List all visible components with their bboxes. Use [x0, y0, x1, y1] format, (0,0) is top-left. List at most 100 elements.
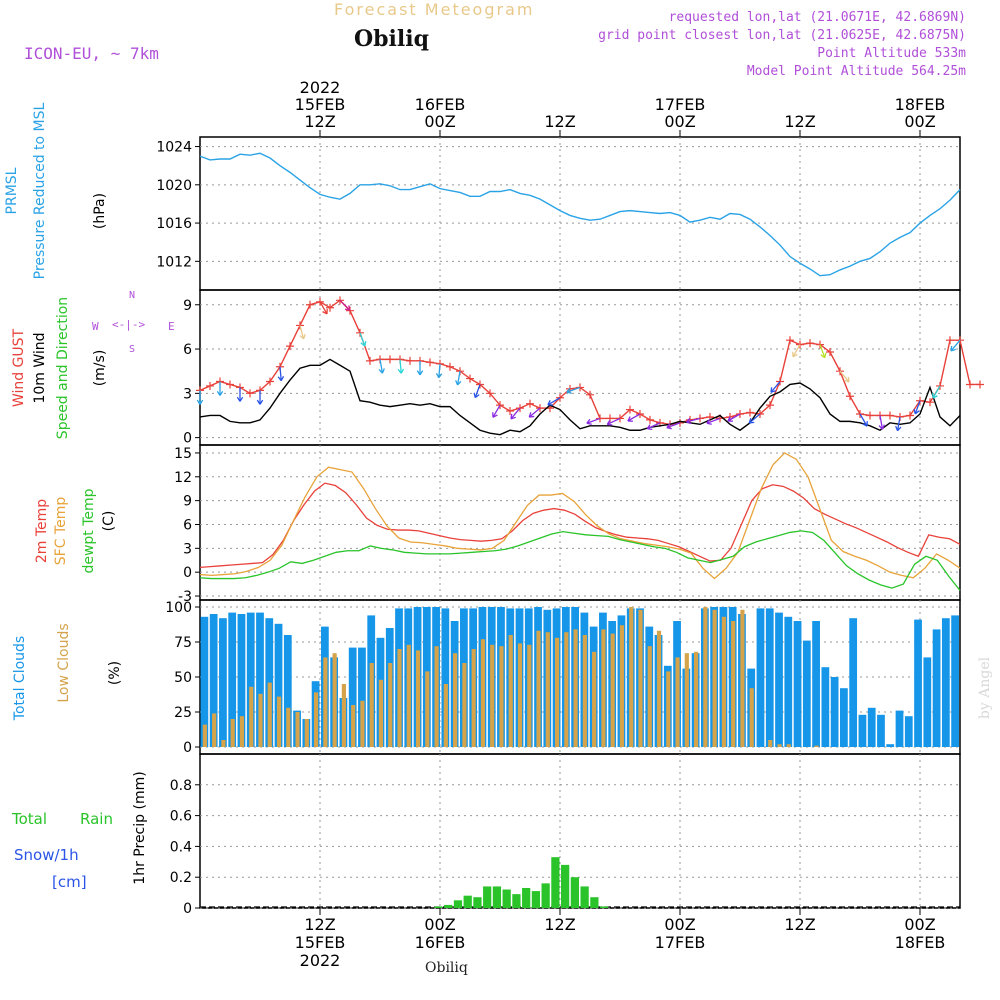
- low-cloud-bar: [536, 630, 541, 747]
- total-cloud-bar: [784, 616, 793, 747]
- gust-marker: [206, 381, 214, 390]
- y-tick-label: 1020: [156, 178, 192, 194]
- y-tick-label: 3: [183, 541, 192, 557]
- gust-marker: [226, 380, 234, 389]
- gust-marker: [626, 405, 634, 414]
- rain-bar: [444, 904, 453, 908]
- precip-label-snow: Snow/1h: [14, 846, 79, 864]
- requested-coords: requested lon,lat (21.0671E, 42.6869N): [668, 10, 966, 25]
- low-cloud-bar: [619, 625, 625, 747]
- low-cloud-bar: [230, 719, 235, 747]
- wind-arrow-head: [397, 368, 405, 374]
- wind-direction-arrow: [319, 301, 328, 315]
- gust-marker: [516, 404, 524, 413]
- wind-direction-arrow: [748, 413, 761, 424]
- compass-arrows-icon: <-|->: [112, 318, 146, 331]
- wind-direction-arrow: [859, 413, 868, 427]
- gust-marker: [816, 340, 824, 349]
- rain-bar: [522, 887, 531, 908]
- total-cloud-bar: [858, 714, 867, 747]
- total-cloud-bar: [274, 623, 283, 747]
- low-cloud-bar: [202, 724, 207, 747]
- low-cloud-bar: [638, 609, 643, 747]
- gust-marker: [506, 407, 514, 416]
- y-tick-label: 0: [183, 565, 192, 581]
- wind-arrow-head: [586, 418, 592, 425]
- pressure-line: [199, 152, 961, 277]
- wind-direction-arrow: [950, 339, 961, 352]
- bottom-date-label: 18FEB: [895, 933, 946, 952]
- low-cloud-bar: [378, 679, 384, 747]
- low-cloud-bar: [786, 744, 791, 747]
- y-tick-label: 6: [183, 342, 192, 358]
- wind-direction-arrow: [279, 366, 282, 381]
- wind-arrow-head: [627, 416, 633, 422]
- low-cloud-bar: [443, 684, 448, 747]
- low-cloud-bar: [425, 671, 430, 747]
- y-tick-label: 15: [174, 446, 192, 462]
- wind-arrow-head: [528, 412, 535, 418]
- wind-direction-arrow: [607, 417, 621, 425]
- wind-arrow-head: [792, 351, 798, 358]
- total-cloud-bar: [283, 635, 292, 747]
- top-year-label: 2022: [300, 78, 341, 97]
- low-cloud-bar: [314, 692, 319, 747]
- panel-frame: [199, 753, 961, 909]
- low-cloud-bar: [740, 609, 745, 747]
- wind-direction-arrow: [528, 407, 541, 418]
- low-cloud-bar: [582, 635, 587, 747]
- y-tick-label: 1024: [156, 140, 192, 156]
- low-cloud-bar: [258, 693, 263, 747]
- gust-marker: [786, 336, 794, 345]
- compass-s: S: [129, 344, 136, 355]
- rain-bar: [551, 857, 560, 908]
- y-tick-label: 1016: [156, 216, 192, 232]
- wind-direction-arrow: [879, 415, 884, 430]
- wind-direction-arrow: [792, 344, 801, 358]
- low-cloud-bar: [221, 740, 226, 747]
- low-cloud-bar: [462, 663, 467, 747]
- wind-direction-arrow: [438, 363, 441, 378]
- wind-arrow-head: [435, 373, 443, 379]
- low-cloud-bar: [351, 705, 356, 747]
- low-cloud-bar: [434, 646, 439, 747]
- gust-marker: [916, 396, 924, 405]
- bottom-hour-label: 12Z: [784, 915, 815, 934]
- total-cloud-bar: [849, 618, 858, 747]
- total-cloud-bar: [441, 608, 450, 747]
- y-tick-label: 75: [174, 635, 192, 651]
- temp-line-2m-temp: [199, 482, 961, 569]
- meteogram-title: Forecast Meteogram: [334, 0, 535, 19]
- compass-w: W: [92, 320, 99, 333]
- bottom-year-label: 2022: [300, 951, 341, 970]
- gust-line: [199, 299, 980, 426]
- wind-direction-arrow: [839, 370, 850, 383]
- low-cloud-bar: [601, 629, 606, 747]
- wind-arrow-head: [706, 418, 712, 425]
- gust-marker: [746, 408, 754, 417]
- total-cloud-bar: [951, 615, 959, 747]
- y-tick-label: 3: [183, 386, 192, 402]
- total-cloud-bar: [877, 714, 885, 747]
- gust-marker: [336, 296, 344, 305]
- y-tick-label: 0.4: [170, 839, 192, 855]
- bottom-hour-label: 12Z: [304, 915, 335, 934]
- top-hour-label: 12Z: [304, 112, 335, 131]
- low-cloud-bar: [267, 682, 272, 747]
- gust-marker: [806, 339, 814, 348]
- low-cloud-bar: [332, 653, 337, 747]
- point-altitude: Point Altitude 533m: [817, 46, 966, 61]
- low-cloud-bar: [471, 649, 476, 747]
- rain-bar: [512, 894, 521, 908]
- low-cloud-bar: [453, 653, 458, 747]
- low-cloud-bar: [527, 644, 532, 747]
- total-cloud-bar: [830, 677, 839, 747]
- gust-marker: [476, 380, 484, 389]
- temp-line-dewpt-temp: [199, 530, 961, 591]
- total-cloud-bar: [812, 621, 820, 747]
- wind-direction-arrow: [586, 417, 601, 424]
- top-hour-label: 12Z: [544, 112, 575, 131]
- y-tick-label: 0.8: [170, 778, 192, 794]
- gust-marker: [866, 411, 874, 420]
- precip-label-total: Total: [12, 810, 48, 828]
